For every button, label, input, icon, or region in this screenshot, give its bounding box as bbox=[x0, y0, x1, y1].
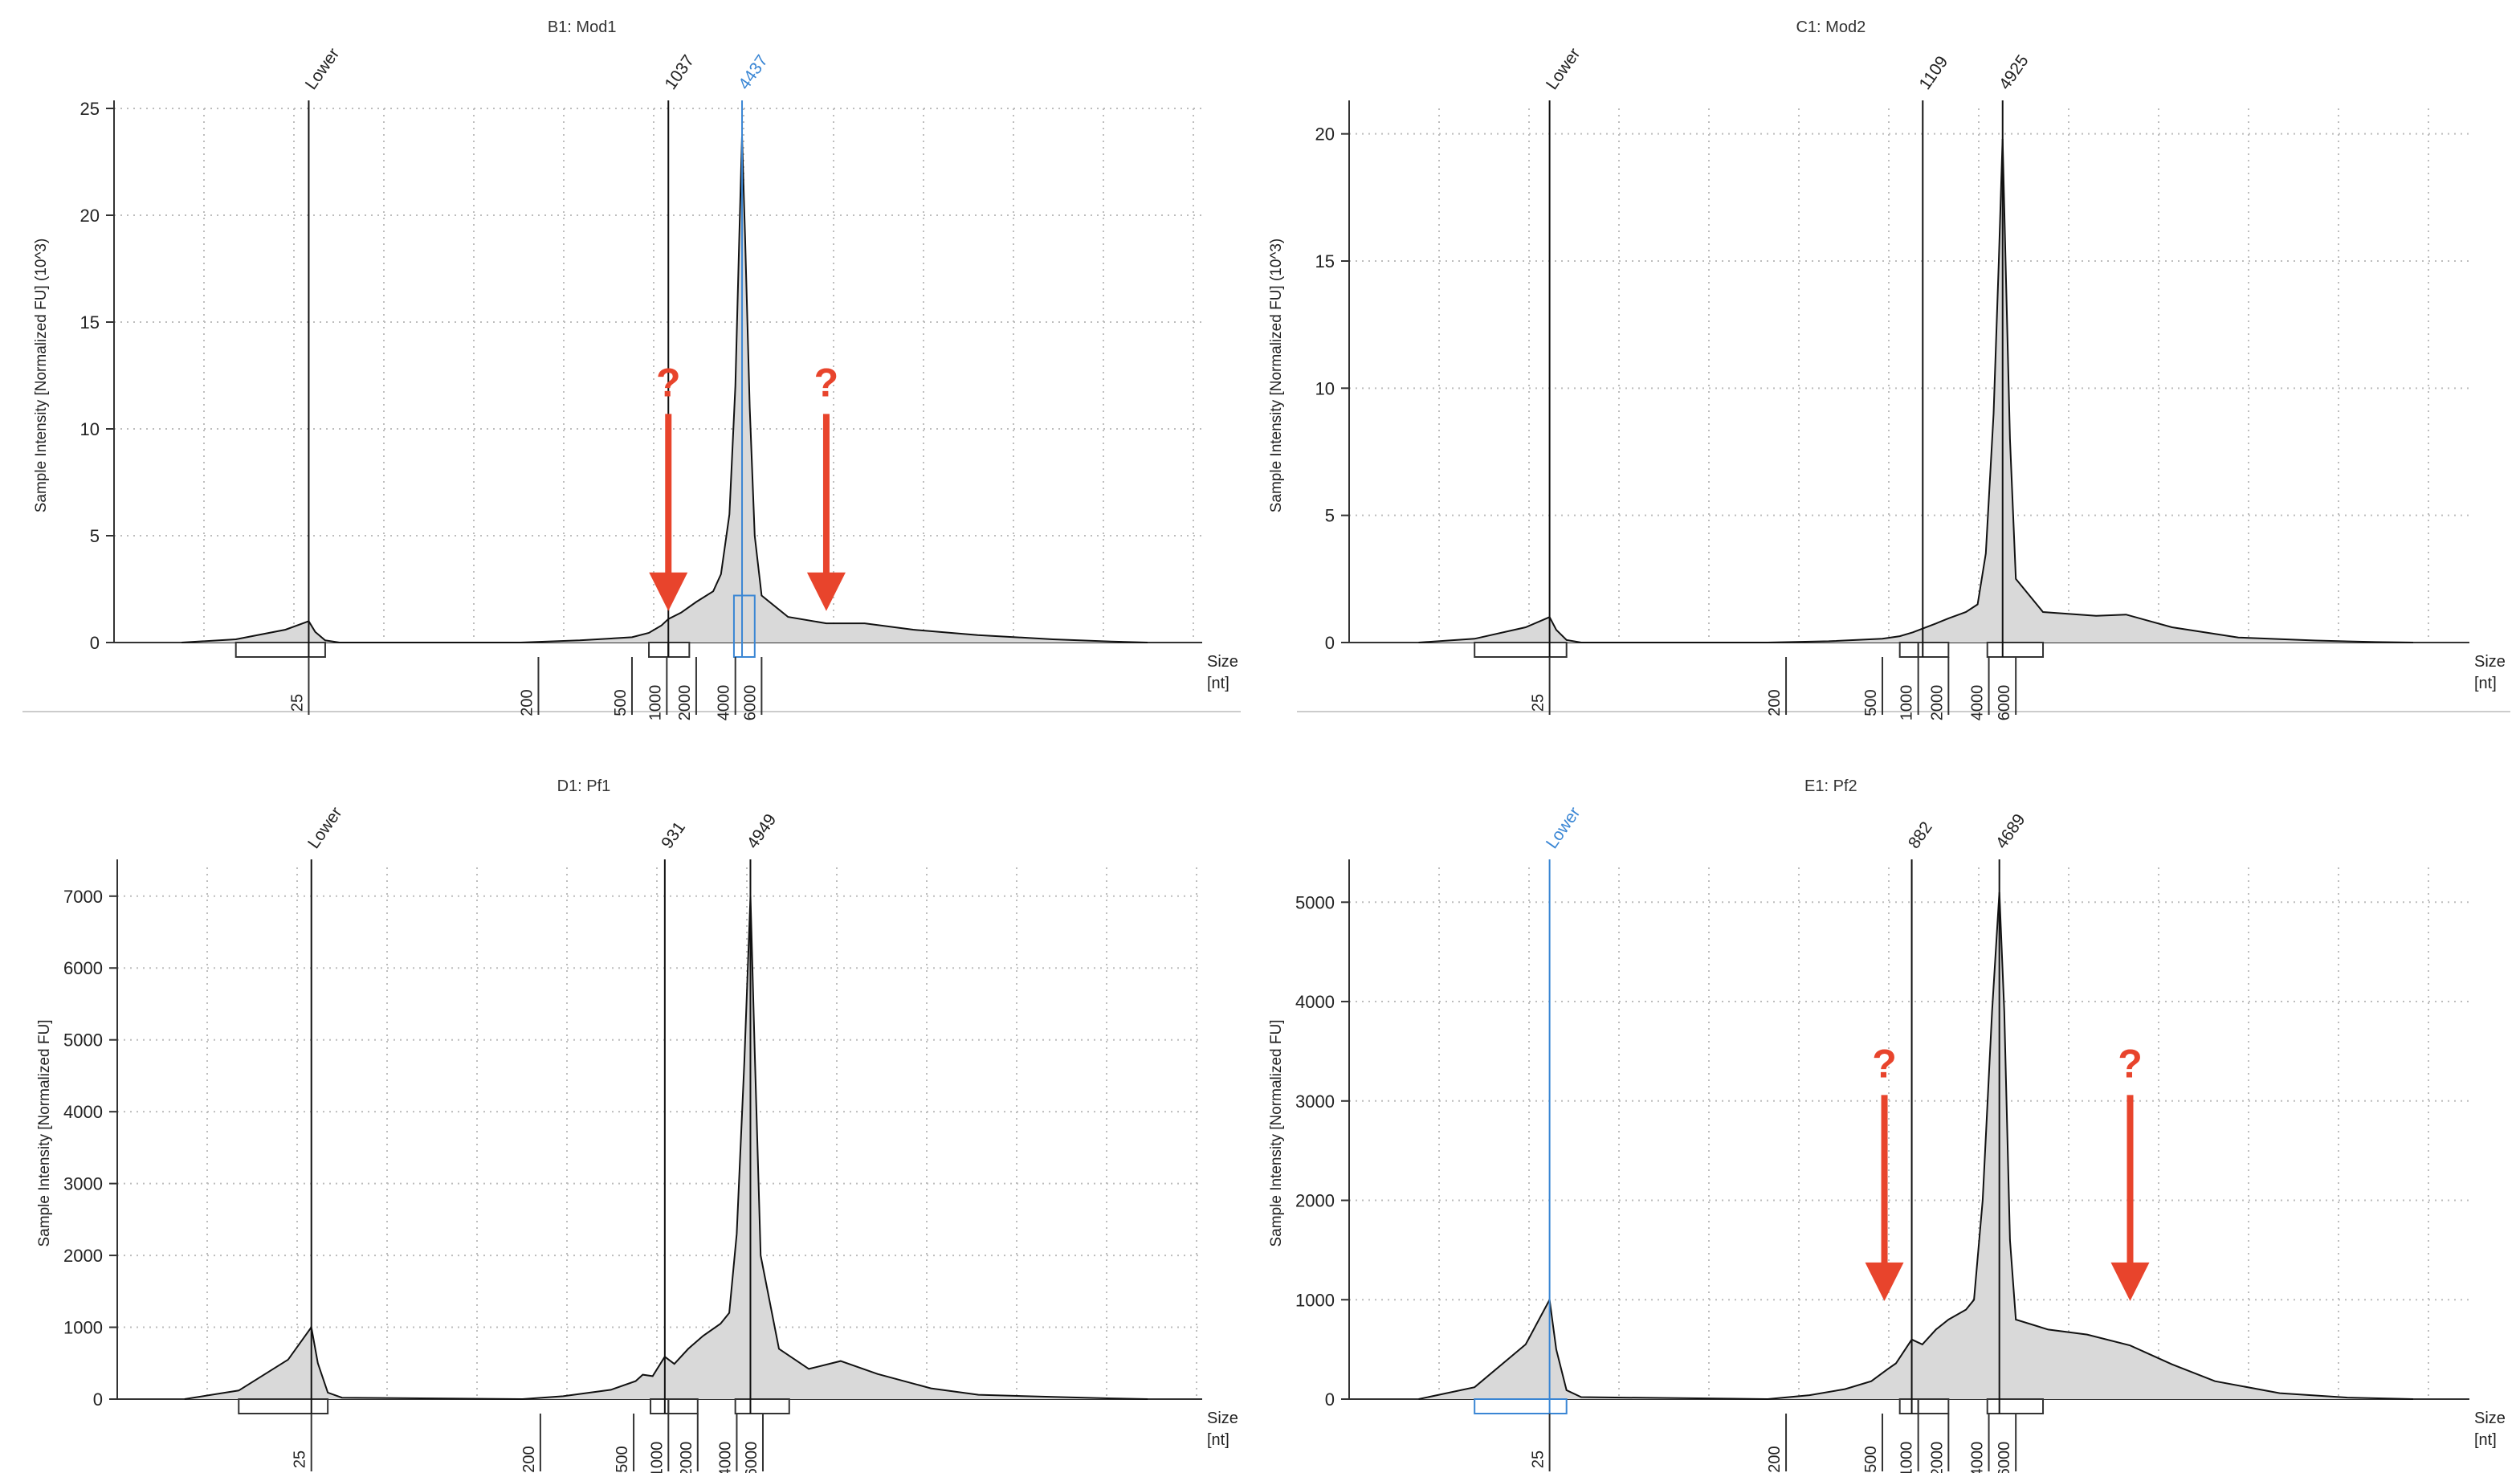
integration-box bbox=[1917, 642, 1950, 658]
x-size-tick-label: 2000 bbox=[676, 685, 694, 721]
annotation-question-mark: ? bbox=[814, 360, 839, 405]
y-tick-label: 3000 bbox=[1295, 1091, 1335, 1112]
x-size-tick-label: 200 bbox=[518, 689, 536, 716]
x-size-tick-label: 6000 bbox=[1996, 1442, 2013, 1473]
x-size-tick-label: 25 bbox=[1530, 694, 1547, 712]
trace-line bbox=[181, 136, 1148, 643]
y-tick-label: 5 bbox=[90, 526, 100, 546]
y-tick-label: 20 bbox=[80, 206, 100, 226]
x-size-tick-label: 1000 bbox=[1898, 685, 1916, 721]
trace-line bbox=[1418, 892, 2414, 1401]
x-size-tick-label: 1000 bbox=[646, 685, 664, 721]
x-size-tick-label: 2000 bbox=[1928, 685, 1946, 721]
y-tick-label: 5 bbox=[1325, 506, 1335, 526]
x-size-tick-label: 6000 bbox=[743, 1442, 760, 1473]
integration-box bbox=[1474, 1398, 1568, 1414]
y-tick-label: 1000 bbox=[1295, 1290, 1335, 1310]
y-tick-label: 25 bbox=[80, 99, 100, 119]
y-tick-label: 4000 bbox=[63, 1102, 103, 1122]
y-tick-label: 10 bbox=[1315, 378, 1335, 398]
x-size-tick-label: 500 bbox=[612, 689, 630, 716]
chart-title: B1: Mod1 bbox=[548, 18, 617, 36]
x-size-tick-label: 4000 bbox=[1969, 1442, 1987, 1473]
annotation-question-mark: ? bbox=[656, 360, 681, 405]
x-axis-label-size: Size bbox=[1207, 1410, 1238, 1427]
y-tick-label: 5000 bbox=[1295, 892, 1335, 912]
x-axis-label-size: Size bbox=[2474, 653, 2506, 671]
annotation-arrow-head bbox=[2110, 1262, 2150, 1301]
y-axis-label: Sample Intensity [Normalized FU] (10^3) bbox=[33, 239, 50, 513]
integration-box bbox=[1917, 1398, 1950, 1414]
x-size-tick-label: 4000 bbox=[1969, 685, 1987, 721]
y-tick-label: 2000 bbox=[63, 1246, 103, 1266]
chart-panel: B1: Mod1 0 5 10 15 20 25 Sample Intensity [Norm… bbox=[33, 18, 1238, 720]
x-size-tick-label: 4000 bbox=[716, 1442, 734, 1473]
x-size-tick-label: 1000 bbox=[1898, 1442, 1916, 1473]
x-size-tick-label: 2000 bbox=[678, 1442, 695, 1473]
y-tick-label: 1000 bbox=[63, 1318, 103, 1338]
x-size-tick-label: 6000 bbox=[1996, 685, 2013, 721]
y-tick-label: 3000 bbox=[63, 1174, 103, 1194]
x-size-tick-label: 500 bbox=[614, 1446, 631, 1472]
x-size-tick-label: 200 bbox=[520, 1446, 538, 1472]
x-axis-label-unit: [nt] bbox=[1207, 675, 1229, 692]
x-size-tick-label: 1000 bbox=[648, 1442, 666, 1473]
x-size-tick-label: 2000 bbox=[1928, 1442, 1946, 1473]
trace-line bbox=[184, 896, 1148, 1401]
y-tick-label: 4000 bbox=[1295, 992, 1335, 1012]
x-size-tick-label: 25 bbox=[288, 694, 306, 712]
y-tick-label: 0 bbox=[93, 1389, 103, 1410]
y-axis-label: Sample Intensity [Normalized FU] bbox=[1268, 1020, 1285, 1247]
y-tick-label: 20 bbox=[1315, 124, 1335, 145]
x-axis-label-unit: [nt] bbox=[2474, 675, 2497, 692]
y-axis-label: Sample Intensity [Normalized FU] (10^3) bbox=[1268, 239, 1285, 513]
y-tick-label: 6000 bbox=[63, 958, 103, 978]
x-size-tick-label: 25 bbox=[1530, 1451, 1547, 1468]
chart-title: D1: Pf1 bbox=[557, 777, 611, 795]
annotation-question-mark: ? bbox=[1872, 1041, 1897, 1086]
x-axis-label-unit: [nt] bbox=[1207, 1431, 1229, 1449]
annotation-arrow-head bbox=[649, 572, 688, 611]
y-tick-label: 15 bbox=[1315, 251, 1335, 271]
y-tick-label: 0 bbox=[90, 633, 100, 653]
x-size-tick-label: 25 bbox=[292, 1451, 309, 1468]
y-tick-label: 10 bbox=[80, 419, 100, 439]
x-size-tick-label: 500 bbox=[1862, 689, 1880, 716]
integration-box bbox=[1474, 642, 1568, 658]
trace-line bbox=[1418, 138, 2414, 643]
x-axis-label-size: Size bbox=[1207, 653, 1238, 671]
integration-box bbox=[732, 594, 756, 658]
y-tick-label: 0 bbox=[1325, 633, 1335, 653]
y-tick-label: 2000 bbox=[1295, 1191, 1335, 1211]
y-tick-label: 15 bbox=[80, 312, 100, 333]
x-size-tick-label: 6000 bbox=[741, 685, 759, 721]
x-axis-label-size: Size bbox=[2474, 1410, 2506, 1427]
x-size-tick-label: 500 bbox=[1862, 1446, 1880, 1472]
integration-box bbox=[667, 1398, 699, 1414]
annotation-question-mark: ? bbox=[2118, 1041, 2143, 1086]
y-tick-label: 7000 bbox=[63, 887, 103, 907]
integration-box bbox=[234, 642, 326, 658]
y-tick-label: 0 bbox=[1325, 1389, 1335, 1410]
x-axis-label-unit: [nt] bbox=[2474, 1431, 2497, 1449]
annotation-arrow-head bbox=[1865, 1262, 1904, 1301]
y-tick-label: 5000 bbox=[63, 1030, 103, 1051]
chart-title: E1: Pf2 bbox=[1804, 777, 1857, 795]
y-axis-label: Sample Intensity [Normalized FU] bbox=[36, 1020, 53, 1247]
integration-box bbox=[238, 1398, 329, 1414]
chart-title: C1: Mod2 bbox=[1796, 18, 1866, 36]
x-size-tick-label: 200 bbox=[1766, 1446, 1784, 1472]
annotation-arrow-head bbox=[806, 572, 846, 611]
x-size-tick-label: 4000 bbox=[716, 685, 733, 721]
x-size-tick-label: 200 bbox=[1766, 689, 1784, 716]
